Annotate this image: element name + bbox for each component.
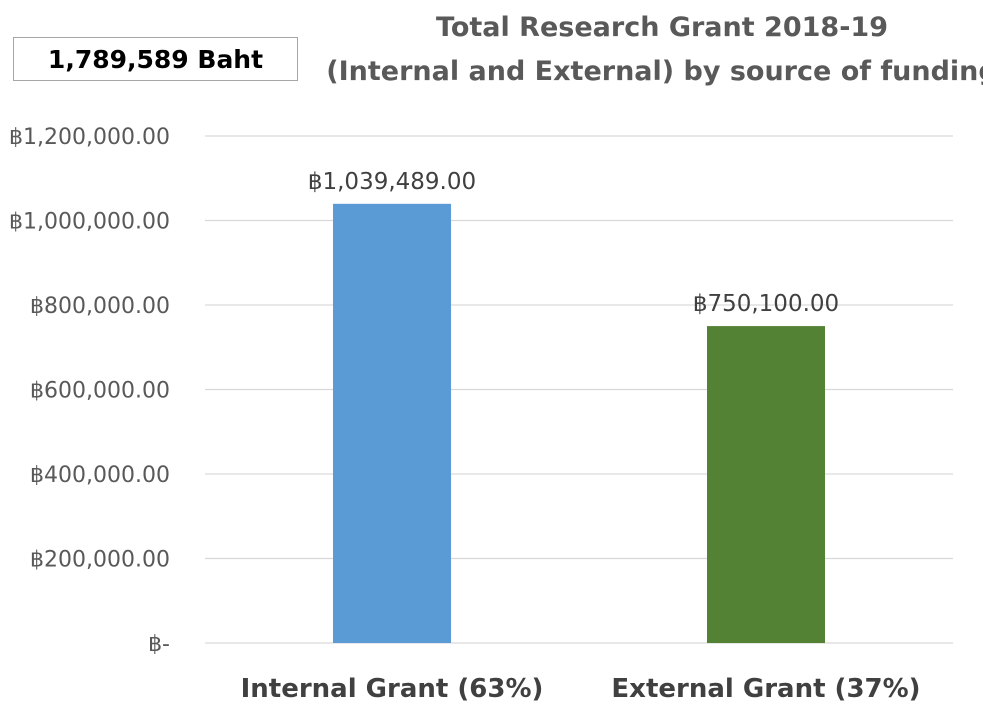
gridlines (205, 135, 953, 644)
chart-title-line-1: Total Research Grant 2018-19 (436, 12, 888, 43)
total-amount-box: 1,789,589 Baht (13, 37, 298, 81)
chart-title: Total Research Grant 2018-19 (Internal an… (326, 12, 983, 87)
y-tick-label: ฿400,000.00 (30, 463, 170, 488)
category-label-2: External Grant (37%) (611, 674, 920, 704)
total-amount-text: 1,789,589 Baht (47, 44, 264, 74)
bar-2 (707, 326, 825, 643)
bar-1 (333, 203, 451, 643)
y-tick-label: ฿600,000.00 (30, 379, 170, 404)
chart-title-line-2: (Internal and External) by source of fun… (326, 56, 983, 87)
bars (333, 203, 825, 643)
data-label-2: ฿750,100.00 (693, 291, 839, 317)
y-tick-label: ฿200,000.00 (30, 548, 170, 573)
y-tick-label: ฿1,200,000.00 (9, 125, 170, 150)
y-tick-label: ฿1,000,000.00 (9, 210, 170, 235)
x-axis-category-labels: Internal Grant (63%) External Grant (37%) (241, 674, 921, 704)
y-tick-label: ฿800,000.00 (30, 294, 170, 319)
y-tick-label: ฿- (148, 632, 170, 657)
data-labels: ฿1,039,489.00 ฿750,100.00 (308, 169, 839, 317)
data-label-1: ฿1,039,489.00 (308, 169, 476, 195)
y-axis-tick-labels: ฿- ฿200,000.00 ฿400,000.00 ฿600,000.00 ฿800,… (9, 125, 170, 657)
category-label-1: Internal Grant (63%) (241, 674, 544, 704)
